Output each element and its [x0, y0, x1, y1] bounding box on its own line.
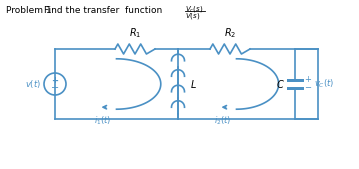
Text: $V(s)$: $V(s)$: [185, 11, 200, 21]
Text: +: +: [51, 76, 59, 85]
Text: $i_1(t)$: $i_1(t)$: [94, 114, 111, 127]
Text: $C$: $C$: [276, 78, 284, 90]
Text: $i_2(t)$: $i_2(t)$: [214, 114, 231, 127]
Text: $L$: $L$: [190, 78, 196, 90]
Text: −: −: [51, 82, 59, 92]
Text: −: −: [304, 83, 311, 92]
Text: $V_c(s)$: $V_c(s)$: [185, 4, 203, 14]
Text: $R_2$: $R_2$: [224, 26, 236, 40]
Text: $v(t)$: $v(t)$: [25, 78, 41, 90]
Text: Problem 1: Problem 1: [6, 6, 52, 15]
Text: Find the transfer  function: Find the transfer function: [44, 6, 162, 15]
Text: +: +: [304, 76, 311, 84]
Text: $v_C(t)$: $v_C(t)$: [314, 78, 334, 90]
Text: $R_1$: $R_1$: [129, 26, 141, 40]
